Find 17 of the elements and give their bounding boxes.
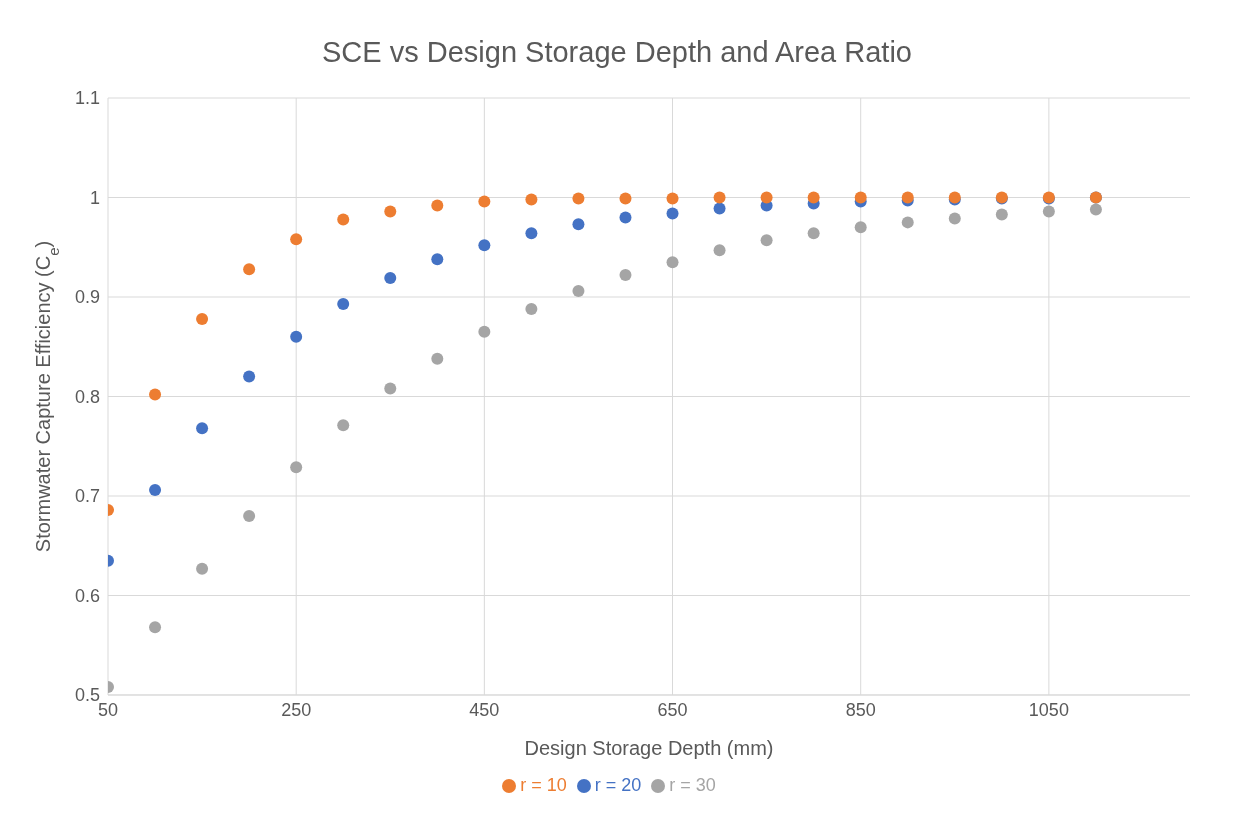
y-tick-label: 0.9 xyxy=(74,287,100,308)
y-tick-label: 1 xyxy=(89,187,100,208)
x-tick-label: 650 xyxy=(657,699,688,720)
legend-label: r = 10 xyxy=(520,775,567,795)
chart-title: SCE vs Design Storage Depth and Area Ratio xyxy=(321,35,913,70)
legend-label: r = 20 xyxy=(594,775,642,795)
y-tick-label: 0.5 xyxy=(74,685,100,706)
x-axis-title: Design Storage Depth (mm) xyxy=(524,737,774,759)
x-tick-label: 1050 xyxy=(1028,699,1069,720)
y-tick-label: 0.6 xyxy=(74,585,100,606)
x-tick-label: 250 xyxy=(281,699,312,720)
y-tick-label: 0.7 xyxy=(74,486,100,507)
legend-label: r = 30 xyxy=(669,775,716,795)
y-tick-label: 1.1 xyxy=(74,88,100,109)
y-tick-label: 0.8 xyxy=(74,386,100,407)
x-tick-label: 450 xyxy=(469,699,500,720)
x-tick-label: 850 xyxy=(845,699,876,720)
